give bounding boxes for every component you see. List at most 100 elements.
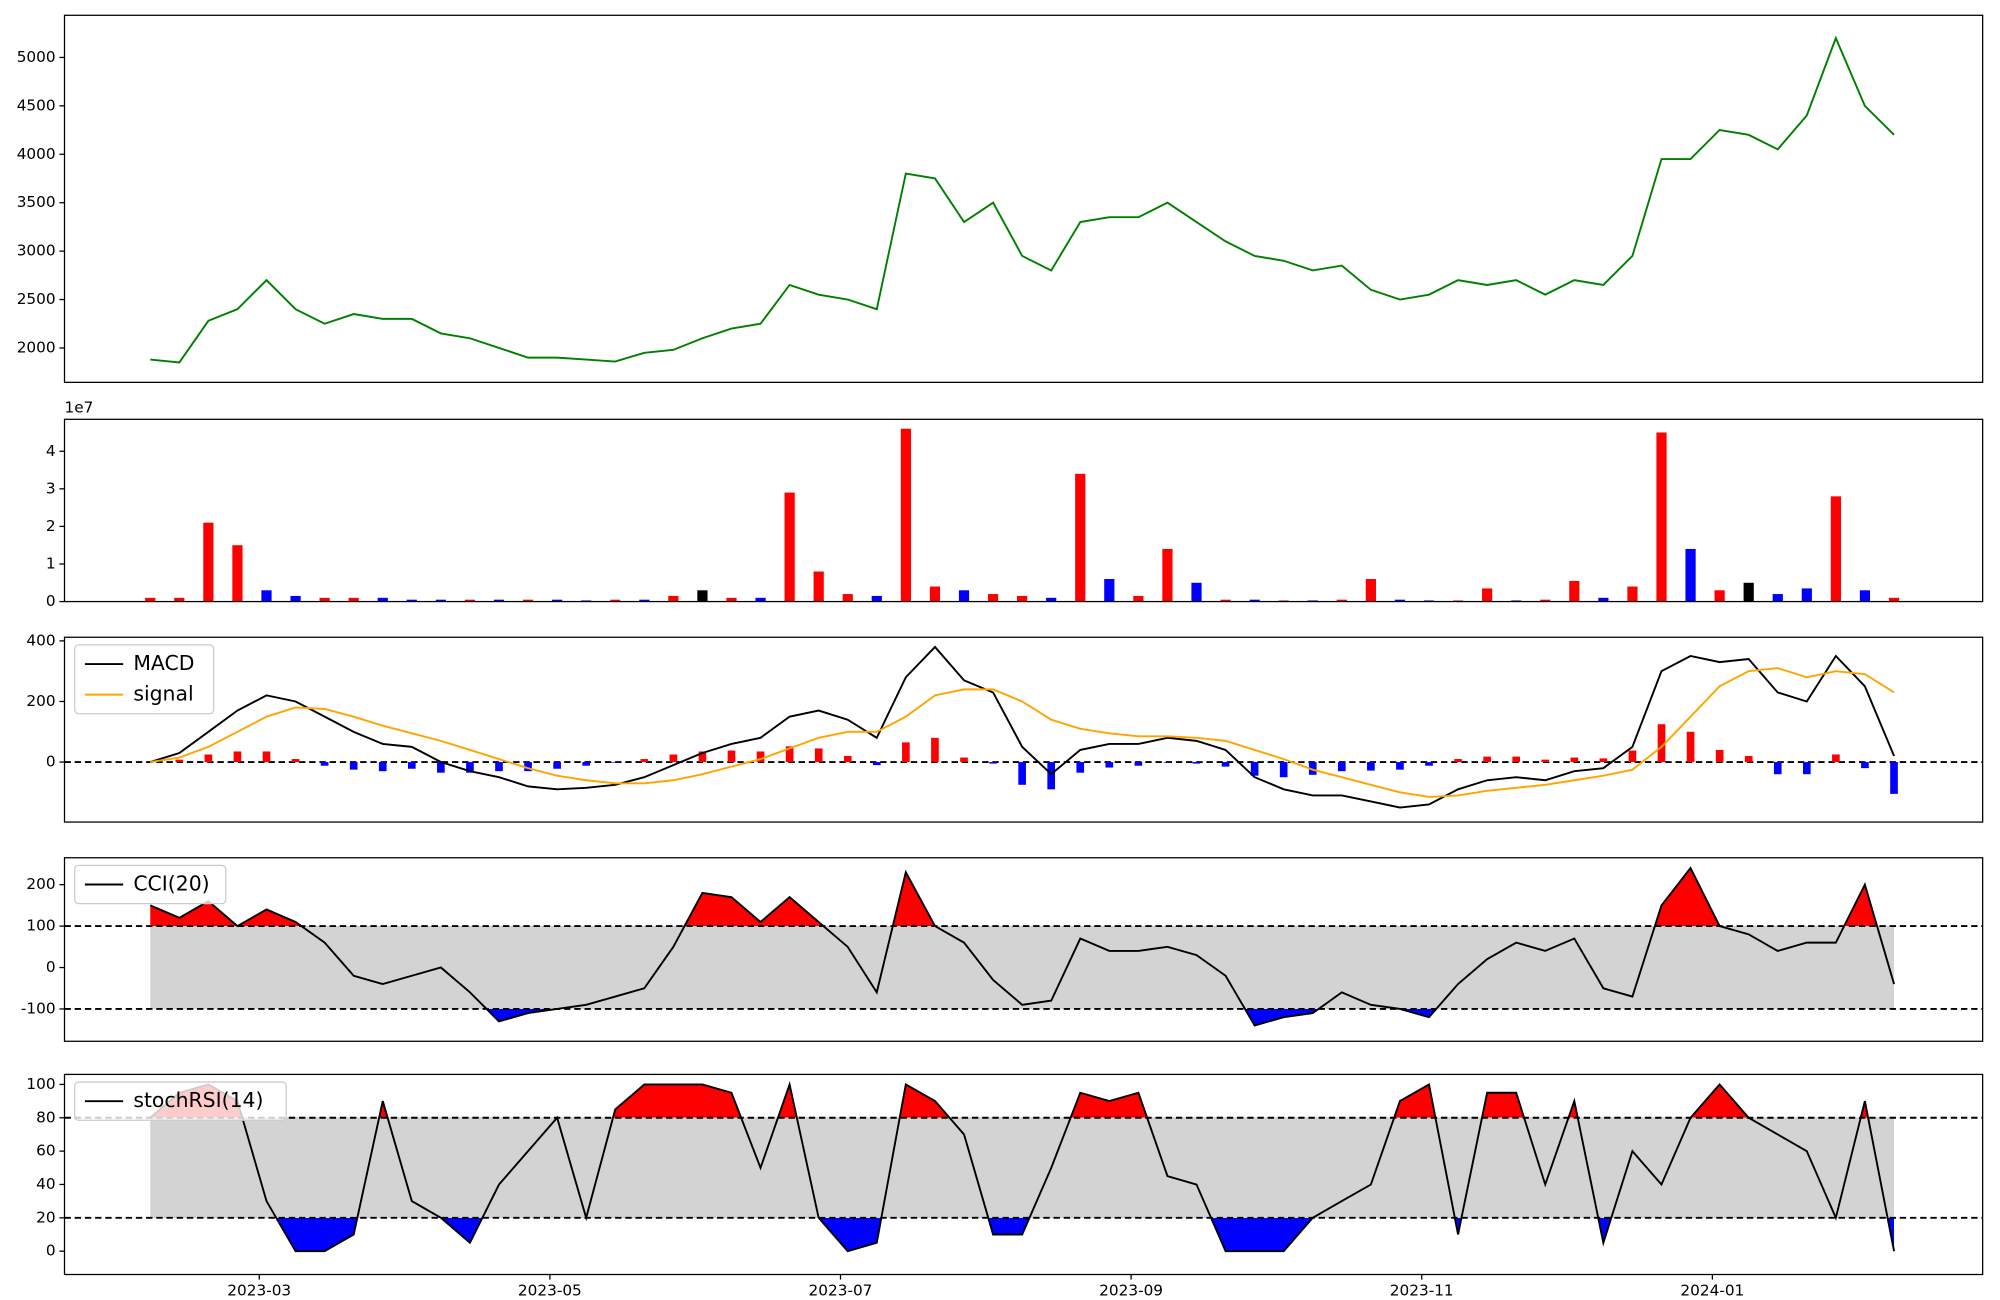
volume-bar (1540, 599, 1551, 602)
volume-bar (1888, 597, 1900, 602)
histogram-bar (1657, 724, 1666, 763)
volume-bar (406, 599, 417, 602)
indicator-line (149, 866, 1895, 1027)
volume-bar (929, 586, 941, 602)
panel: 2000 2500 3000 3500 4000 4500 5000 (17, 14, 1984, 383)
axes-frame (63, 1073, 1984, 1276)
volume-bar (1104, 579, 1115, 602)
volume-bar (174, 597, 185, 602)
volume-bar (1075, 473, 1086, 602)
histogram-bar (1337, 762, 1346, 772)
y-tick-label: 100 (26, 1075, 55, 1093)
oversold-fill (150, 1217, 1895, 1252)
overbought-fill (150, 868, 1878, 927)
x-tick-label: 2023-03 (227, 1282, 291, 1300)
volume-bar (900, 428, 911, 602)
volume-bar (261, 590, 272, 602)
histogram-bar (1628, 750, 1637, 763)
histogram-bar (1134, 762, 1143, 766)
x-tick-label: 2023-11 (1390, 1282, 1454, 1300)
histogram-bar (1250, 762, 1259, 776)
histogram-bar (495, 762, 503, 772)
volume-bar (1569, 580, 1580, 602)
volume-bar (610, 599, 621, 602)
indicator-line (150, 645, 1895, 809)
volume-bar (1801, 588, 1812, 602)
histogram-bar (204, 754, 213, 763)
histogram-bar (1541, 759, 1550, 763)
volume-bar (377, 597, 388, 602)
histogram-bar (1279, 762, 1288, 778)
histogram-bar (902, 742, 910, 763)
axes-frame (63, 857, 1984, 1042)
y-tick-label: 0 (46, 1242, 56, 1260)
axes-frame (63, 14, 1984, 383)
histogram-bar (1425, 762, 1433, 766)
histogram-bar (1802, 762, 1811, 775)
price-line (150, 35, 1895, 364)
legend-label: signal (133, 682, 193, 706)
volume-bar (726, 597, 737, 602)
volume-bar (145, 597, 156, 602)
histogram-bar (1308, 762, 1317, 775)
histogram-bar (669, 754, 678, 763)
histogram-bar (960, 757, 968, 763)
volume-bar (232, 545, 243, 602)
histogram-bar (1483, 756, 1491, 763)
y-tick-label: 2 (46, 517, 56, 535)
histogram-bar (785, 746, 794, 763)
histogram-bar (1367, 762, 1375, 771)
volume-bar (1046, 597, 1057, 602)
legend-box (74, 644, 215, 715)
volume-bar (1627, 586, 1638, 602)
x-tick-label: 2023-05 (518, 1282, 582, 1300)
x-tick-label: 2023-09 (1099, 1282, 1163, 1300)
histogram-bar (1599, 758, 1608, 763)
volume-bar (552, 599, 563, 602)
y-tick-label: 2500 (17, 290, 56, 308)
histogram-bar (1163, 762, 1172, 763)
volume-bar (493, 599, 505, 602)
histogram-bar (1832, 754, 1840, 763)
volume-bar (203, 522, 214, 602)
legend-label: CCI(20) (133, 872, 209, 896)
histogram-bar (262, 751, 271, 763)
axis-offset-label: 1e7 (65, 398, 94, 416)
histogram-bar (931, 737, 939, 763)
legend-box (74, 864, 227, 905)
volume-bar (987, 594, 999, 602)
histogram-bar (843, 756, 852, 763)
histogram-bar (553, 762, 561, 769)
histogram-bar (1047, 762, 1056, 790)
y-tick-label: 1 (46, 554, 56, 572)
panel: CCI(20) -100 0 100 200 (21, 857, 1984, 1042)
legend-box (74, 1081, 287, 1121)
histogram-bar (437, 762, 445, 773)
y-tick-label: 0 (46, 958, 56, 976)
volume-bar (1220, 599, 1231, 602)
volume-bar (639, 599, 650, 602)
histogram-bar (320, 762, 329, 766)
volume-bar (1482, 588, 1493, 602)
volume-bar (1598, 597, 1609, 602)
panel: stochRSI(14) 0 20 40 60 80 100 2023-03 2023-05 20… (26, 1073, 1984, 1300)
volume-bar (1714, 590, 1725, 602)
volume-bar (1133, 595, 1144, 602)
volume-bar (1249, 599, 1260, 602)
histogram-bar (814, 748, 823, 763)
axes-frame (63, 636, 1984, 823)
volume-bar (697, 590, 708, 602)
y-tick-label: 200 (26, 692, 55, 710)
panel: MACD signal 0 200 400 (26, 631, 1984, 823)
legend-label: MACD (133, 651, 194, 675)
volume-bar (348, 597, 359, 602)
histogram-bar (1076, 762, 1085, 773)
histogram-bar (1715, 749, 1724, 763)
y-tick-label: 400 (26, 631, 55, 649)
histogram-bar (291, 759, 300, 763)
volume-bar (319, 597, 330, 602)
histogram-bar (524, 762, 532, 772)
band-fill (150, 1117, 1895, 1218)
overbought-fill (150, 1084, 1895, 1118)
volume-bar (1859, 590, 1871, 602)
